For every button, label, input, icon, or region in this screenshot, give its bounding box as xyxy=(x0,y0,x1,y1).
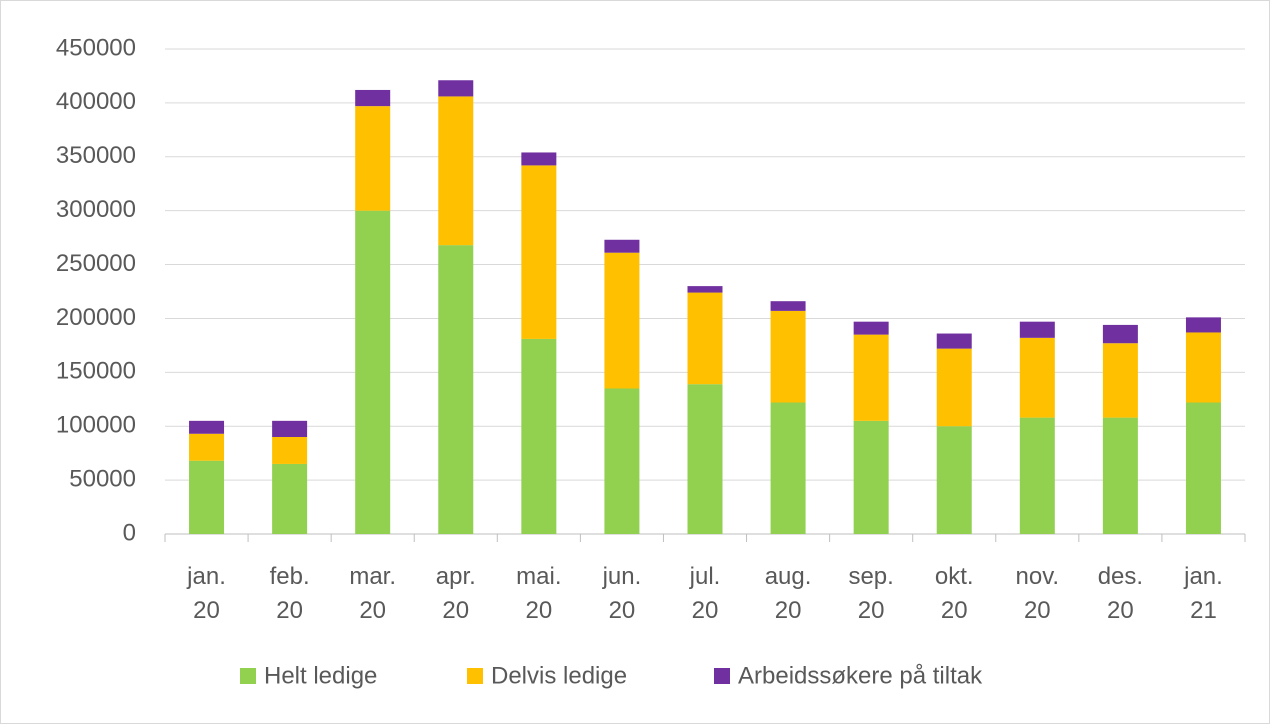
legend-swatch xyxy=(240,668,256,684)
bar-segment xyxy=(521,165,557,339)
bar-segment xyxy=(355,106,391,211)
x-tick-label: jan. 21 xyxy=(1183,563,1223,624)
legend-label: Arbeidssøkere på tiltak xyxy=(738,662,983,689)
bar-segment xyxy=(1019,417,1055,534)
bar-segment xyxy=(272,420,308,437)
x-tick-label: mai. 20 xyxy=(516,563,561,624)
x-tick-label: aug. 20 xyxy=(765,563,812,624)
y-tick-label: 250000 xyxy=(56,250,136,277)
x-tick-label: sep. 20 xyxy=(848,563,893,624)
legend-label: Helt ledige xyxy=(264,662,377,689)
bar-segment xyxy=(770,310,806,403)
y-tick-label: 200000 xyxy=(56,304,136,331)
bar-segment xyxy=(1019,337,1055,418)
legend-swatch xyxy=(714,668,730,684)
bar-segment xyxy=(853,420,889,534)
x-tick-label: jan. 20 xyxy=(186,563,226,624)
bar-segment xyxy=(438,245,474,534)
bar-segment xyxy=(770,402,806,534)
bar-segment xyxy=(936,426,972,534)
legend-swatch xyxy=(467,668,483,684)
bar-segment xyxy=(604,239,640,253)
bar-segment xyxy=(687,384,723,534)
x-tick-label: feb. 20 xyxy=(270,563,310,624)
bar-segment xyxy=(272,437,308,464)
bar-segment xyxy=(1185,317,1221,333)
bar-segment xyxy=(1185,402,1221,534)
y-tick-label: 400000 xyxy=(56,88,136,115)
bar-segment xyxy=(1185,332,1221,403)
bar-segment xyxy=(853,321,889,335)
bar-segment xyxy=(189,420,225,434)
bar-segment xyxy=(189,460,225,534)
x-tick-label: nov. 20 xyxy=(1016,563,1060,624)
bar-segment xyxy=(272,463,308,534)
x-tick-label: jun. 20 xyxy=(602,563,642,624)
x-tick-label: apr. 20 xyxy=(436,563,476,624)
y-tick-label: 100000 xyxy=(56,412,136,439)
y-tick-label: 300000 xyxy=(56,196,136,223)
bar-segment xyxy=(355,89,391,107)
bar-segment xyxy=(936,348,972,427)
x-tick-label: okt. 20 xyxy=(935,563,974,624)
y-tick-label: 0 xyxy=(123,519,136,546)
x-tick-label: jul. 20 xyxy=(689,563,721,624)
y-tick-label: 50000 xyxy=(69,465,136,492)
bar-segment xyxy=(853,334,889,421)
bar-segment xyxy=(770,301,806,311)
bar-segment xyxy=(1102,417,1138,534)
x-tick-label: mar. 20 xyxy=(349,563,396,624)
bar-segment xyxy=(936,333,972,349)
bar-segment xyxy=(521,152,557,166)
bar-segment xyxy=(687,286,723,293)
bar-segment xyxy=(604,388,640,534)
bar-segment xyxy=(1019,321,1055,338)
bar-segment xyxy=(1102,324,1138,344)
bar-segment xyxy=(438,80,474,97)
bar-segment xyxy=(189,433,225,461)
bar-segment xyxy=(438,96,474,246)
y-tick-label: 450000 xyxy=(56,34,136,61)
bar-segment xyxy=(687,292,723,385)
legend-label: Delvis ledige xyxy=(491,662,627,689)
bar-segment xyxy=(1102,343,1138,418)
bar-segment xyxy=(521,338,557,534)
y-tick-label: 150000 xyxy=(56,358,136,385)
y-tick-label: 350000 xyxy=(56,142,136,169)
bar-segment xyxy=(604,252,640,389)
bar-segment xyxy=(355,210,391,534)
x-tick-label: des. 20 xyxy=(1098,563,1143,624)
